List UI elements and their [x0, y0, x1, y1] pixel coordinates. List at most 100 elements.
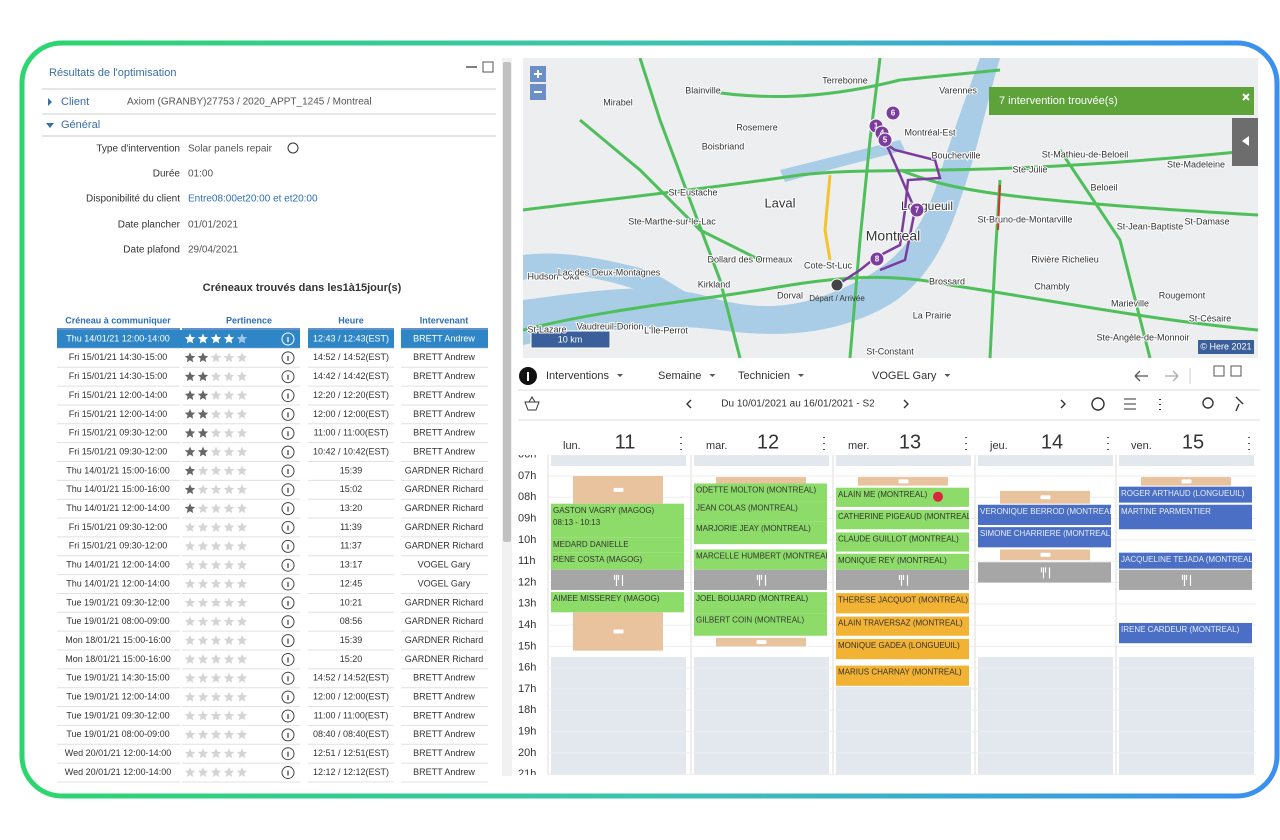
- info-icon[interactable]: [281, 690, 295, 704]
- info-icon[interactable]: [281, 426, 295, 440]
- calendar-event[interactable]: MONIQUE GADEA (LONGUEUIL): [836, 638, 969, 660]
- calendar-event[interactable]: [716, 477, 806, 484]
- info-icon[interactable]: [281, 728, 295, 742]
- table-row[interactable]: Tue 19/01/21 09:30-12:00 10:21 GARDNER Ric…: [57, 596, 488, 613]
- calendar-event[interactable]: ALAIN TRAVERSAZ (MONTREAL): [836, 616, 969, 636]
- table-row[interactable]: Tue 19/01/21 08:00-09:00 08:56 GARDNER Ric…: [57, 615, 488, 632]
- general-label[interactable]: Général: [61, 119, 100, 131]
- info-icon[interactable]: [281, 766, 295, 780]
- basket-button[interactable]: [524, 396, 540, 411]
- calendar-event[interactable]: GASTON VAGRY (MAGOG) 08:13 - 10:13: [551, 503, 684, 538]
- calendar-event[interactable]: CATHERINE PIGEAUD (MONTREAL): [836, 510, 974, 530]
- calendar-event[interactable]: [1141, 477, 1231, 486]
- info-icon[interactable]: [281, 615, 295, 629]
- table-row[interactable]: Tue 19/01/21 08:00-09:00 08:40 / 08:40(ES…: [57, 728, 488, 745]
- info-icon[interactable]: [281, 577, 295, 591]
- calendar-event[interactable]: [573, 612, 663, 651]
- calendar-event[interactable]: ODETTE MOLTON (MONTREAL): [694, 483, 827, 502]
- info-icon[interactable]: [281, 370, 295, 384]
- calendar-event[interactable]: GILBERT COIN (MONTREAL): [694, 613, 827, 636]
- calendar-event[interactable]: [694, 569, 827, 590]
- collapse-icon[interactable]: [46, 123, 54, 128]
- table-row[interactable]: Fri 15/01/21 12:00-14:00 12:20 / 12:20(ES…: [57, 389, 488, 406]
- calendar-event[interactable]: ALAIN ME (MONTREAL): [836, 487, 969, 507]
- scrollbar-thumb[interactable]: [503, 62, 511, 542]
- client-label[interactable]: Client: [61, 96, 89, 108]
- info-icon[interactable]: [281, 596, 295, 610]
- calendar-event[interactable]: [1000, 549, 1090, 561]
- map[interactable]: 7 intervention trouvée(s) 10 km © Here 2…: [523, 58, 1258, 358]
- previous-week[interactable]: [686, 399, 692, 409]
- info-icon[interactable]: [281, 351, 295, 365]
- info-icon[interactable]: [281, 332, 295, 346]
- calendar-event[interactable]: MARJORIE JEAY (MONTREAL): [694, 521, 827, 545]
- calendar-event[interactable]: [1000, 490, 1090, 504]
- calendar-event[interactable]: [1119, 569, 1252, 590]
- table-row[interactable]: Tue 19/01/21 12:00-14:00 12:00 / 12:00(ES…: [57, 690, 488, 708]
- calendar-event[interactable]: CLAUDE GUILLOT (MONTREAL): [836, 532, 969, 552]
- info-icon[interactable]: [281, 445, 295, 459]
- info-icon[interactable]: [281, 464, 295, 478]
- calendar-event[interactable]: [573, 476, 663, 504]
- calendar-event[interactable]: MONIQUE REY (MONTREAL): [836, 553, 969, 570]
- calendar-event[interactable]: JACQUELINE TEJADA (MONTREAL): [1119, 552, 1256, 569]
- calendar-event[interactable]: [551, 569, 684, 590]
- table-row[interactable]: Thu 14/01/21 12:00-14:00 12:43 / 12:43(ES…: [57, 330, 488, 349]
- calendar-event[interactable]: AIMEE MISSEREY (MAGOG): [551, 592, 684, 613]
- info-icon[interactable]: [281, 652, 295, 666]
- table-row[interactable]: Fri 15/01/21 09:30-12:00 11:00 / 11:00(ES…: [57, 426, 488, 444]
- forward-button[interactable]: [1165, 370, 1179, 382]
- popout-button[interactable]: [1213, 365, 1225, 377]
- zoom-button[interactable]: [1202, 397, 1214, 409]
- table-row[interactable]: Fri 15/01/21 12:00-14:00 12:00 / 12:00(ES…: [57, 407, 488, 425]
- calendar-event[interactable]: IRENE CARDEUR (MONTREAL): [1119, 622, 1252, 644]
- table-row[interactable]: Fri 15/01/21 09:30-12:00 11:37 GARDNER Ric…: [57, 539, 488, 557]
- maximize-button[interactable]: [1230, 365, 1242, 377]
- info-icon[interactable]: [281, 671, 295, 685]
- toolbar-dropdown[interactable]: Interventions: [546, 370, 609, 382]
- list-button[interactable]: [1124, 398, 1136, 410]
- calendar-event[interactable]: [858, 477, 948, 486]
- table-row[interactable]: Wed 20/01/21 12:00-14:00 12:12 / 12:12(ES…: [57, 766, 488, 783]
- table-row[interactable]: Thu 14/01/21 12:00-14:00 13:17 VOGEL Gary: [57, 558, 488, 576]
- table-row[interactable]: Fri 15/01/21 14:30-15:00 14:42 / 14:42(ES…: [57, 370, 488, 387]
- calendar-event[interactable]: MARIUS CHARNAY (MONTREAL): [836, 665, 969, 686]
- calendar-event[interactable]: THERESE JACQUOT (MONTREAL): [836, 593, 969, 614]
- info-icon[interactable]: [281, 539, 295, 553]
- expand-icon[interactable]: [48, 98, 52, 106]
- route-marker[interactable]: [869, 251, 885, 267]
- info-icon[interactable]: [281, 407, 295, 421]
- table-row[interactable]: Thu 14/01/21 15:00-16:00 15:39 GARDNER Ric…: [57, 464, 488, 481]
- table-row[interactable]: Thu 14/01/21 15:00-16:00 15:02 GARDNER Ric…: [57, 483, 488, 500]
- calendar-event[interactable]: RENE COSTA (MAGOG): [551, 552, 684, 570]
- calendar-event[interactable]: [836, 569, 969, 590]
- info-icon[interactable]: [281, 483, 295, 497]
- calendar-event[interactable]: JEAN COLAS (MONTREAL): [694, 501, 827, 522]
- calendar-event[interactable]: VERONIQUE BERROD (MONTREAL): [978, 504, 1117, 525]
- route-marker[interactable]: [877, 132, 893, 148]
- info-icon[interactable]: [281, 709, 295, 723]
- toolbar-dropdown[interactable]: Semaine: [658, 370, 701, 382]
- toolbar-dropdown[interactable]: VOGEL Gary: [872, 370, 937, 382]
- info-icon[interactable]: [281, 634, 295, 648]
- table-row[interactable]: Thu 14/01/21 12:00-14:00 12:45 VOGEL Gary: [57, 577, 488, 594]
- calendar-event[interactable]: [716, 637, 806, 647]
- calendar-event[interactable]: MARCELLE HUMBERT (MONTREAL): [694, 549, 833, 570]
- table-row[interactable]: Fri 15/01/21 09:30-12:00 10:42 / 10:42(ES…: [57, 445, 488, 462]
- toolbar-dropdown[interactable]: Technicien: [738, 370, 790, 382]
- back-button[interactable]: [1134, 370, 1148, 382]
- calendar-event[interactable]: MEDARD DANIELLE: [551, 537, 684, 553]
- table-row[interactable]: Fri 15/01/21 14:30-15:00 14:52 / 14:52(ES…: [57, 351, 488, 368]
- info-icon[interactable]: [281, 521, 295, 534]
- calendar-event[interactable]: ROGER ARTHAUD (LONGUEUIL): [1119, 486, 1252, 503]
- route-marker[interactable]: [885, 105, 901, 121]
- table-row[interactable]: Mon 18/01/21 15:00-16:00 15:39 GARDNER Ric…: [57, 634, 488, 651]
- route-marker[interactable]: [909, 202, 925, 218]
- next-week[interactable]: [903, 399, 909, 409]
- info-icon[interactable]: [287, 142, 299, 154]
- info-icon[interactable]: [281, 747, 295, 761]
- table-row[interactable]: Thu 14/01/21 12:00-14:00 13:20 GARDNER Ric…: [57, 502, 488, 519]
- table-row[interactable]: Tue 19/01/21 09:30-12:00 11:00 / 11:00(ES…: [57, 709, 488, 726]
- pin-button[interactable]: [1235, 396, 1244, 412]
- next-button[interactable]: [1060, 399, 1066, 409]
